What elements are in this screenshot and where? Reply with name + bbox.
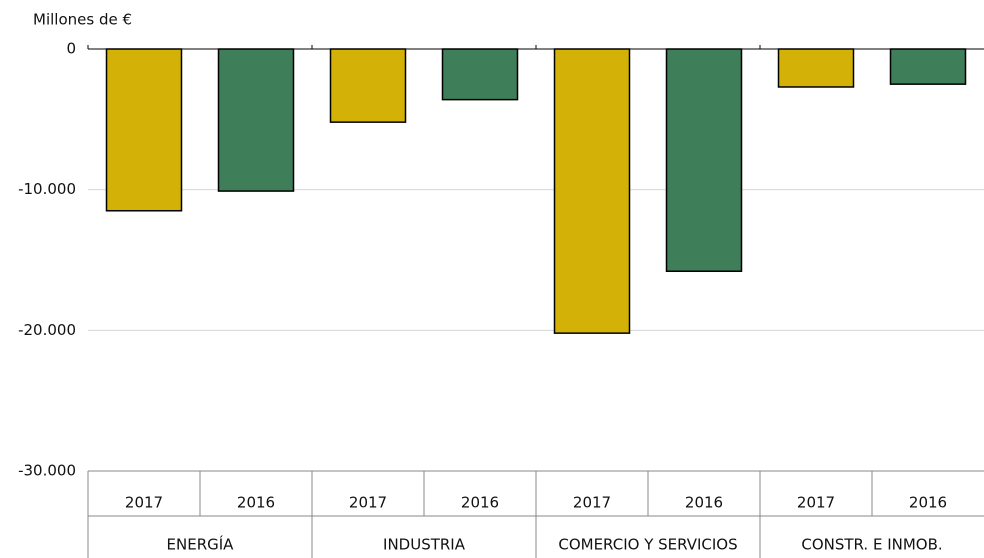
y-axis-label: Millones de € — [33, 11, 132, 29]
x-tick-label: 2017 — [573, 494, 611, 512]
bar — [217, 48, 295, 192]
bar — [553, 48, 631, 334]
bar — [105, 48, 183, 212]
x-tick-label: 2016 — [461, 494, 499, 512]
y-tick-label: -20.000 — [18, 321, 76, 339]
x-tick-label: 2016 — [237, 494, 275, 512]
bar — [329, 48, 407, 123]
group-label: CONSTR. E INMOB. — [801, 536, 942, 554]
bar — [777, 48, 855, 88]
group-label: ENERGÍA — [167, 535, 235, 554]
group-label: INDUSTRIA — [383, 536, 466, 554]
y-tick-label: -10.000 — [18, 180, 76, 198]
bar — [889, 48, 967, 85]
y-tick-label: 0 — [66, 40, 76, 58]
x-tick-label: 2017 — [797, 494, 835, 512]
y-tick-label: -30.000 — [18, 462, 76, 480]
x-tick-label: 2016 — [685, 494, 723, 512]
bar — [665, 48, 743, 273]
x-tick-label: 2017 — [125, 494, 163, 512]
group-label: COMERCIO Y SERVICIOS — [558, 536, 737, 554]
x-tick-label: 2017 — [349, 494, 387, 512]
bar — [441, 48, 519, 101]
x-tick-label: 2016 — [909, 494, 947, 512]
